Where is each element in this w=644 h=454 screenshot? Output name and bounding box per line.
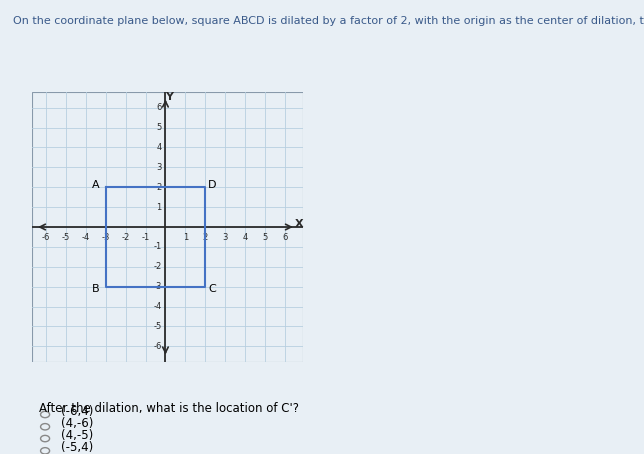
- Text: -5: -5: [153, 322, 162, 331]
- Text: -6: -6: [153, 342, 162, 351]
- Text: -5: -5: [62, 233, 70, 242]
- Text: (-6,4): (-6,4): [61, 405, 93, 418]
- Text: -2: -2: [153, 262, 162, 271]
- Text: -6: -6: [42, 233, 50, 242]
- Text: -3: -3: [153, 282, 162, 291]
- Text: (-5,4): (-5,4): [61, 441, 93, 454]
- Text: 2: 2: [203, 233, 208, 242]
- Text: X: X: [294, 219, 303, 229]
- Text: A: A: [92, 180, 100, 190]
- Text: Y: Y: [166, 92, 173, 102]
- Text: (4,-6): (4,-6): [61, 417, 93, 430]
- Text: 6: 6: [156, 103, 162, 112]
- Text: 2: 2: [156, 183, 162, 192]
- Text: (4,-5): (4,-5): [61, 429, 93, 442]
- Text: 1: 1: [183, 233, 188, 242]
- Text: 3: 3: [156, 163, 162, 172]
- Text: -3: -3: [102, 233, 110, 242]
- Text: -1: -1: [153, 242, 162, 252]
- Text: 6: 6: [282, 233, 287, 242]
- Text: -4: -4: [153, 302, 162, 311]
- Text: 5: 5: [262, 233, 267, 242]
- Text: -4: -4: [82, 233, 90, 242]
- Text: -1: -1: [142, 233, 149, 242]
- Text: 1: 1: [156, 202, 162, 212]
- Text: After the dilation, what is the location of C'?: After the dilation, what is the location…: [39, 402, 299, 415]
- Text: On the coordinate plane below, square ABCD is dilated by a factor of 2, with the: On the coordinate plane below, square AB…: [13, 16, 644, 26]
- Text: 5: 5: [156, 123, 162, 132]
- Text: C: C: [208, 284, 216, 294]
- Text: B: B: [92, 284, 100, 294]
- Text: 3: 3: [222, 233, 228, 242]
- Text: D: D: [208, 180, 217, 190]
- Text: 4: 4: [156, 143, 162, 152]
- Text: -2: -2: [122, 233, 130, 242]
- Text: 4: 4: [242, 233, 248, 242]
